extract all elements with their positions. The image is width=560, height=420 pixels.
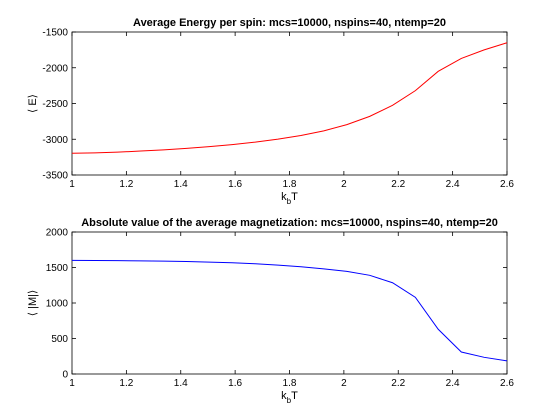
y-tick-label: 2000 <box>46 228 69 239</box>
energy-chart: 1 1.2 1.4 1.6 1.8 2 2.2 2.4 2.6 -3500 -3000 -2500 -2… <box>27 17 514 206</box>
y-tick-label: -2500 <box>42 99 68 110</box>
x-tick-label: 2 <box>341 179 347 190</box>
x-tick-label: 1.4 <box>174 378 188 389</box>
y-tick-label: -3000 <box>42 135 68 146</box>
chart-title: Average Energy per spin: mcs=10000, nspi… <box>133 17 446 29</box>
x-axis-label: kbT <box>281 390 298 405</box>
chart-title: Absolute value of the average magnetizat… <box>81 217 498 229</box>
y-tick-label: -3500 <box>42 171 68 182</box>
x-tick-label: 1.6 <box>228 179 242 190</box>
x-axis-label-suffix: T <box>291 191 298 203</box>
x-tick-label: 1 <box>69 179 75 190</box>
x-axis-label: kbT <box>281 191 298 206</box>
y-axis-label: ⟨ E⟩ <box>27 94 39 113</box>
x-tick-label: 1 <box>69 378 75 389</box>
y-tick-label: -2000 <box>42 63 68 74</box>
y-axis-label: ⟨ |M|⟩ <box>27 290 39 317</box>
magnetization-chart: 1 1.2 1.4 1.6 1.8 2 2.2 2.4 2.6 0 500 1000 1500 2000 A… <box>27 217 514 405</box>
y-tick-label: 1000 <box>46 299 69 310</box>
x-tick-label: 2.2 <box>391 179 405 190</box>
series-line-magnetization <box>71 259 508 362</box>
x-tick-label: 2.2 <box>391 378 405 389</box>
x-tick-label: 2 <box>341 378 347 389</box>
x-tick-label: 2.6 <box>500 378 514 389</box>
y-tick-label: 0 <box>62 370 68 381</box>
x-axis-label-suffix: T <box>291 390 298 402</box>
x-tick-label: 1.8 <box>283 378 297 389</box>
x-axis-label-sub: b <box>287 197 292 206</box>
x-tick-label: 1.4 <box>174 179 188 190</box>
plot-area <box>71 231 508 375</box>
y-tick-label: 1500 <box>46 263 69 274</box>
x-tick-label: 2.6 <box>500 179 514 190</box>
plot-area <box>71 31 508 176</box>
x-tick-label: 1.8 <box>283 179 297 190</box>
x-tick-label: 2.4 <box>446 179 460 190</box>
x-axis-label-sub: b <box>287 396 292 405</box>
x-tick-label: 1.2 <box>119 378 133 389</box>
x-tick-label: 2.4 <box>446 378 460 389</box>
x-tick-label: 1.2 <box>119 179 133 190</box>
y-tick-label: -1500 <box>42 28 68 39</box>
y-tick-label: 500 <box>51 334 68 345</box>
x-axis-label-main: k <box>281 390 287 402</box>
series-line-energy <box>71 42 508 154</box>
x-axis-label-main: k <box>281 191 287 203</box>
x-tick-label: 1.6 <box>228 378 242 389</box>
